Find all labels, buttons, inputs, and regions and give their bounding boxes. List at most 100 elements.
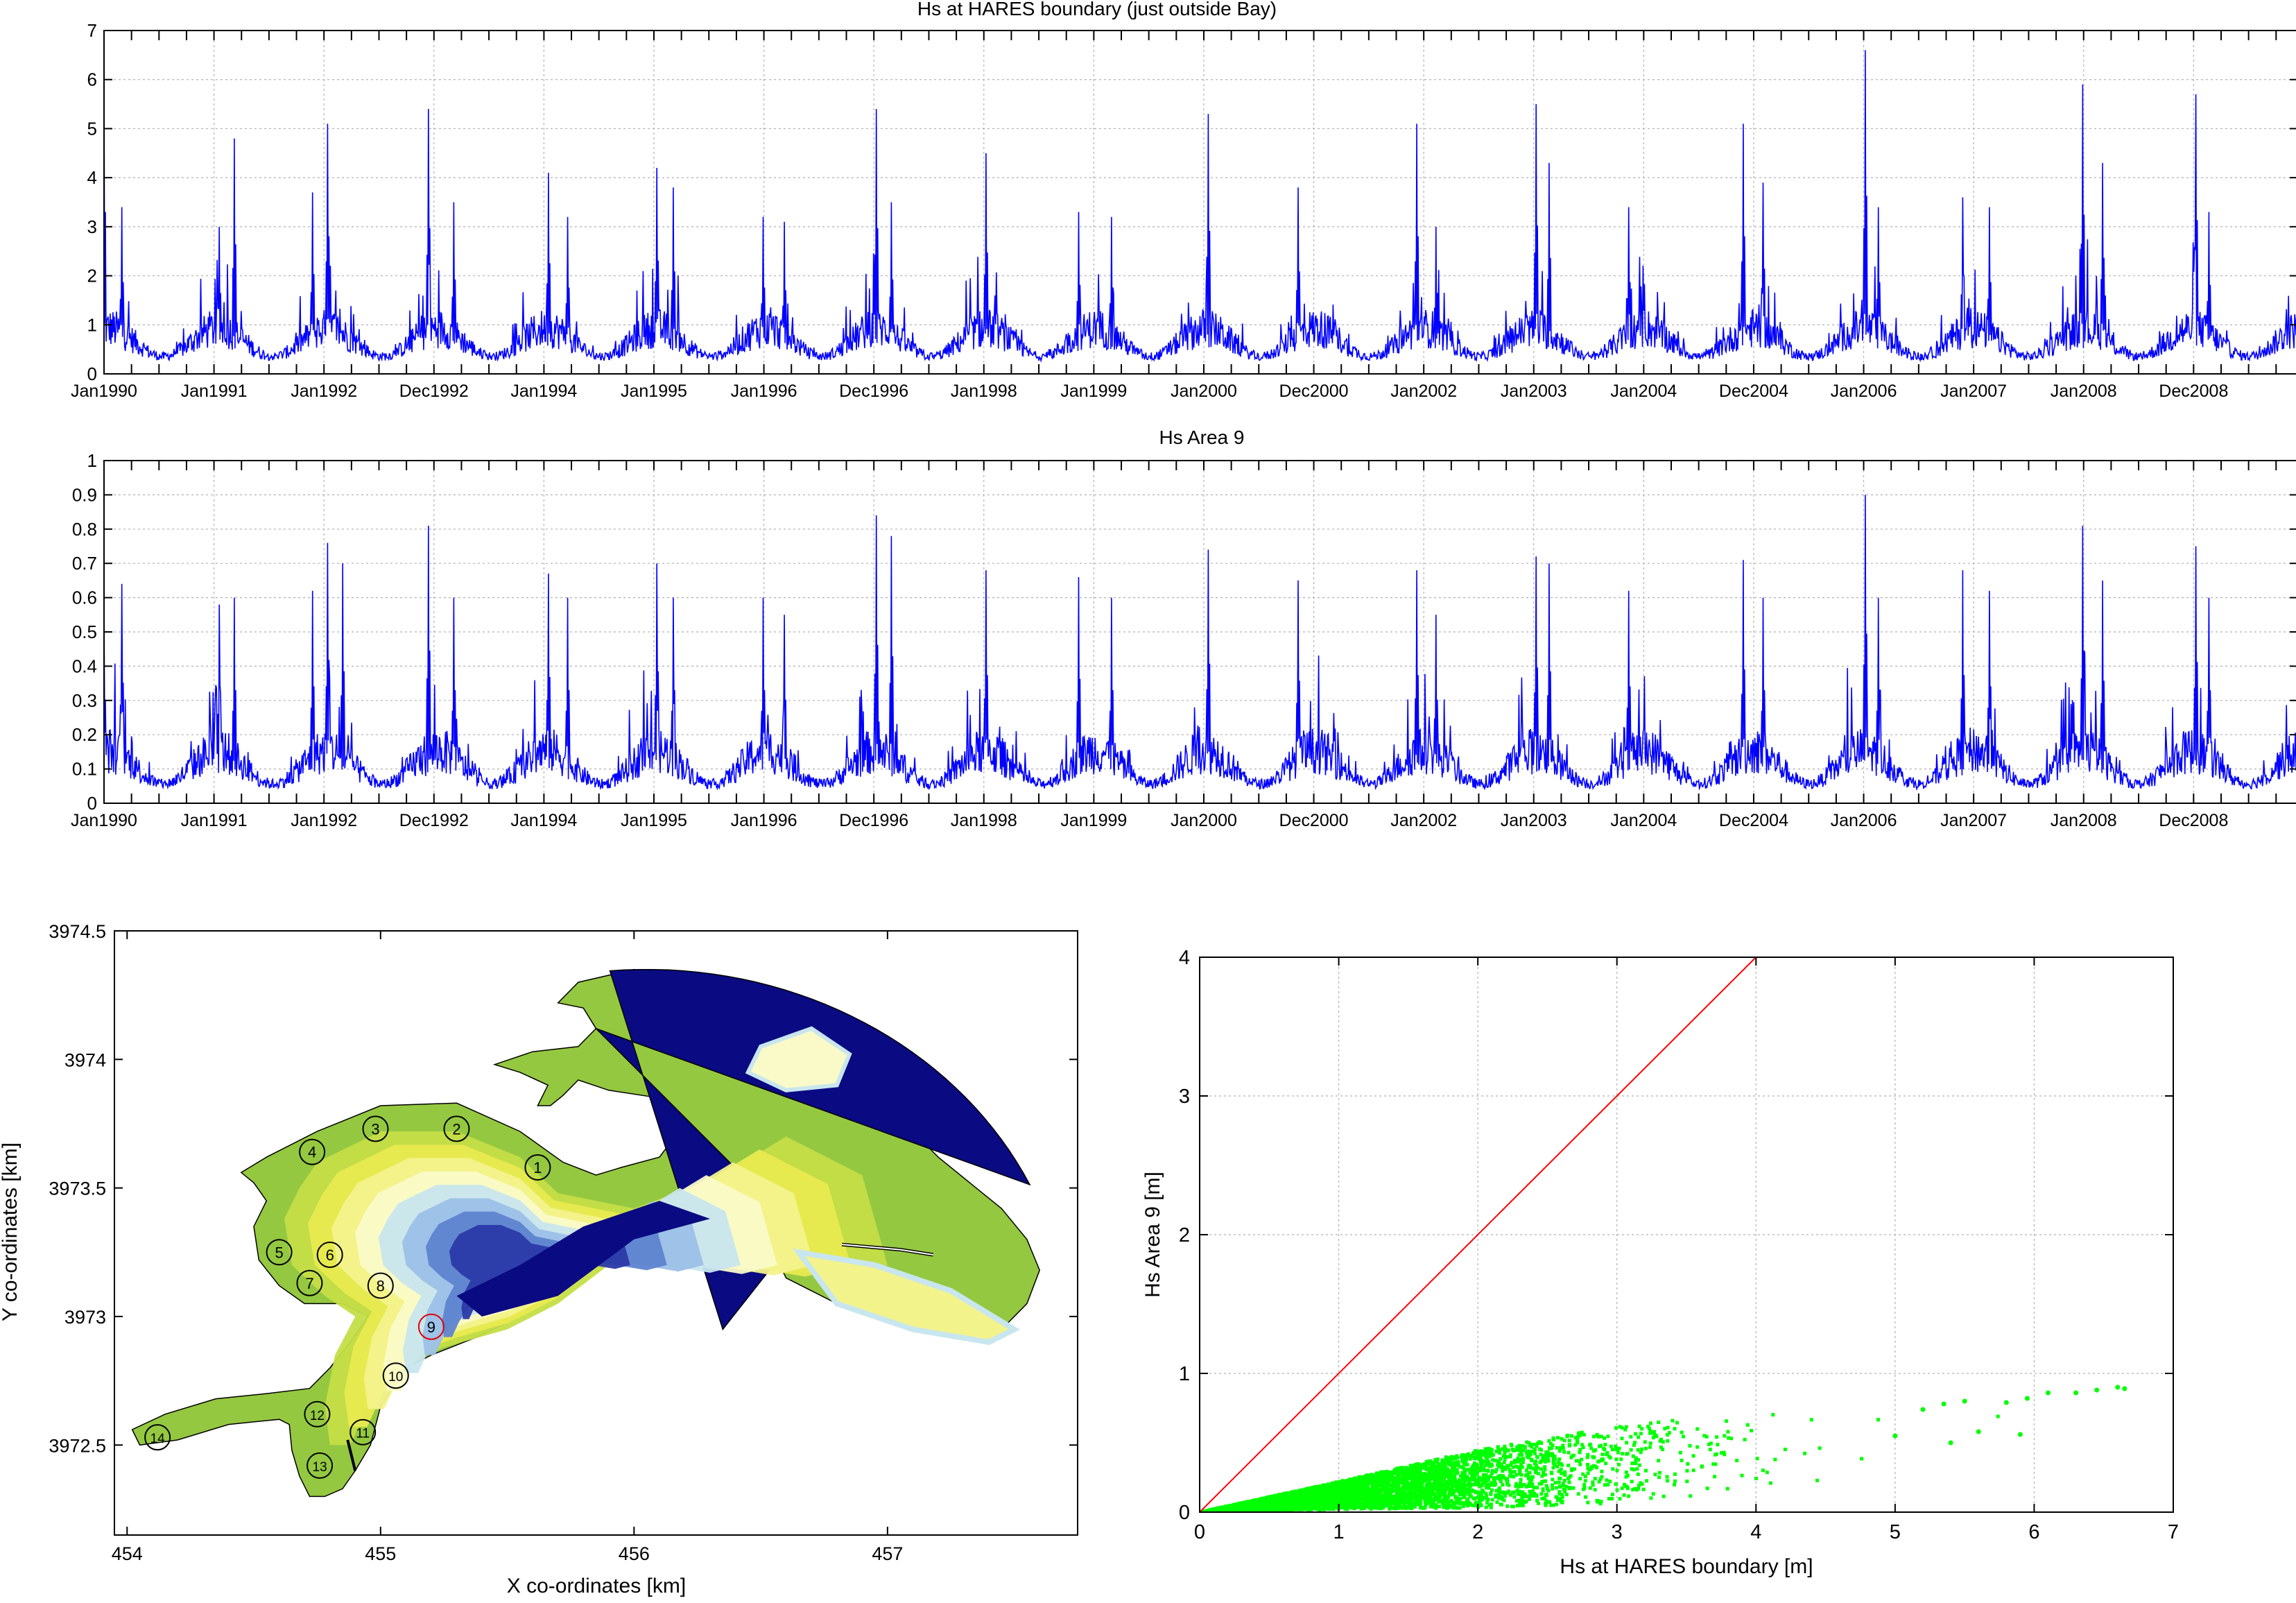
shore-band	[792, 1248, 1020, 1346]
y-tick-label: 3974.5	[49, 921, 106, 942]
y-tick-label: 3974	[64, 1049, 106, 1070]
area-label: 13	[313, 1460, 327, 1475]
y-axis: 0 0.1 0.2 0.3 0.4 0.5 0.6 0.7 0.8 0.9 1	[72, 450, 2296, 814]
x-axis: 0 1 2 3 4 5 6 7	[1194, 957, 2179, 1543]
area-label: 6	[326, 1246, 334, 1264]
plot-frame	[114, 930, 1078, 1536]
area-label: 12	[310, 1409, 325, 1423]
scatter-point	[2122, 1386, 2127, 1391]
scatter-points	[1200, 1385, 2127, 1512]
area-marker	[382, 1362, 409, 1389]
x-tick-label: Jan2002	[1390, 382, 1457, 401]
chart-title: Hs Area 9	[1159, 427, 1245, 448]
scatter-point	[2024, 1396, 2030, 1401]
x-tick-label: Dec2000	[1279, 382, 1349, 401]
y-axis-label: Y co-ordinates [km]	[0, 1142, 21, 1321]
x-tick-label: Jan1996	[731, 811, 797, 830]
x-axis: Jan1990 Jan1991 Jan1992 Dec1992 Jan1994 Jan19…	[71, 461, 2277, 830]
y-tick-label: 0.8	[72, 519, 97, 540]
x-tick-label: Jan1991	[181, 811, 248, 830]
y-tick-label: 0.3	[72, 690, 97, 711]
scatter-point	[2045, 1390, 2051, 1396]
area-label: 3	[371, 1120, 379, 1138]
x-tick-label: Jan1998	[951, 382, 1017, 401]
series-line	[103, 495, 2296, 791]
y-tick-label: 5	[87, 118, 97, 139]
x-tick-label: 2	[1472, 1521, 1483, 1543]
x-tick-label: Dec1996	[839, 811, 908, 830]
x-tick-label: Jan2008	[2051, 382, 2117, 401]
x-axis-label: Hs at HARES boundary [m]	[1560, 1555, 1813, 1578]
breakwater	[841, 1244, 933, 1255]
area-label: 1	[533, 1159, 542, 1176]
area-marker	[349, 1418, 377, 1446]
bay-map	[131, 968, 1041, 1498]
area-label: 10	[388, 1370, 403, 1385]
deep-channel	[456, 1201, 710, 1317]
area-marker	[524, 1154, 551, 1181]
x-tick-label: Jan1995	[621, 811, 687, 830]
x-axis: 454 455 456 457	[112, 931, 903, 1564]
area-marker	[144, 1424, 171, 1451]
x-tick-label: 3	[1612, 1521, 1623, 1543]
area-label: 14	[150, 1432, 166, 1446]
x-tick-label: Jan1996	[731, 382, 797, 401]
x-tick-label: Jan1992	[291, 382, 357, 401]
x-tick-label: 455	[365, 1543, 396, 1564]
y-tick-label: 2	[87, 266, 97, 286]
y-tick-label: 3973	[64, 1307, 106, 1328]
x-tick-label: 0	[1194, 1521, 1205, 1543]
x-tick-label: Jan2006	[1831, 811, 1897, 830]
series-line	[103, 50, 2296, 363]
x-tick-label: Dec2008	[2159, 382, 2228, 401]
x-tick-label: Jan2004	[1610, 382, 1677, 401]
area-marker	[266, 1239, 293, 1266]
scatter-point	[2003, 1400, 2009, 1405]
plot-frame	[103, 460, 2296, 804]
y-tick-label: 1	[87, 450, 97, 471]
x-tick-label: Jan2000	[1171, 382, 1237, 401]
y-tick-label: 0	[1179, 1502, 1190, 1524]
x-tick-label: Jan1999	[1060, 811, 1127, 830]
area-label: 5	[275, 1244, 283, 1261]
barrier	[346, 1439, 357, 1471]
y-tick-label: 0.6	[72, 588, 97, 608]
y-tick-label: 0.4	[72, 655, 97, 676]
area-label: 4	[308, 1144, 316, 1161]
y-tick-label: 0	[87, 363, 97, 384]
x-tick-label: 7	[2168, 1521, 2179, 1543]
shoal-patch	[745, 1026, 852, 1092]
area-label: 7	[305, 1275, 313, 1292]
series-hs-area9	[103, 495, 2296, 791]
y-tick-label: 0.9	[72, 484, 97, 505]
scatter-point	[1948, 1440, 1953, 1446]
area-marker	[307, 1452, 334, 1479]
x-axis: Jan1990 Jan1991 Jan1992 Dec1992 Jan1994 Jan19…	[71, 31, 2277, 401]
area-marker	[417, 1313, 444, 1340]
y-axis-label: Hs Area 9 [m]	[1141, 1172, 1164, 1298]
x-tick-label: 4	[1750, 1521, 1761, 1543]
area-label: 9	[427, 1319, 435, 1336]
grid	[1199, 957, 2174, 1513]
area-label: 8	[377, 1277, 385, 1294]
x-axis-label: X co-ordinates [km]	[507, 1575, 686, 1597]
x-tick-label: Dec2008	[2159, 811, 2228, 830]
x-tick-label: Jan2003	[1501, 811, 1567, 830]
series-hs-boundary	[103, 50, 2296, 363]
x-tick-label: Dec2004	[1719, 811, 1788, 830]
x-tick-label: 456	[619, 1543, 650, 1564]
x-tick-label: Jan2002	[1390, 811, 1457, 830]
chart-hares-boundary: Hs at HARES boundary (just outside Bay) …	[71, 0, 2296, 401]
x-tick-label: Dec2004	[1719, 382, 1788, 401]
scatter-point	[1976, 1429, 1981, 1434]
y-tick-label: 3	[1179, 1086, 1190, 1108]
x-tick-label: 1	[1333, 1521, 1345, 1543]
y-tick-label: 0.7	[72, 553, 97, 574]
x-tick-label: Jan1990	[71, 382, 137, 401]
area-marker	[443, 1115, 470, 1142]
x-tick-label: Dec2000	[1279, 811, 1349, 830]
